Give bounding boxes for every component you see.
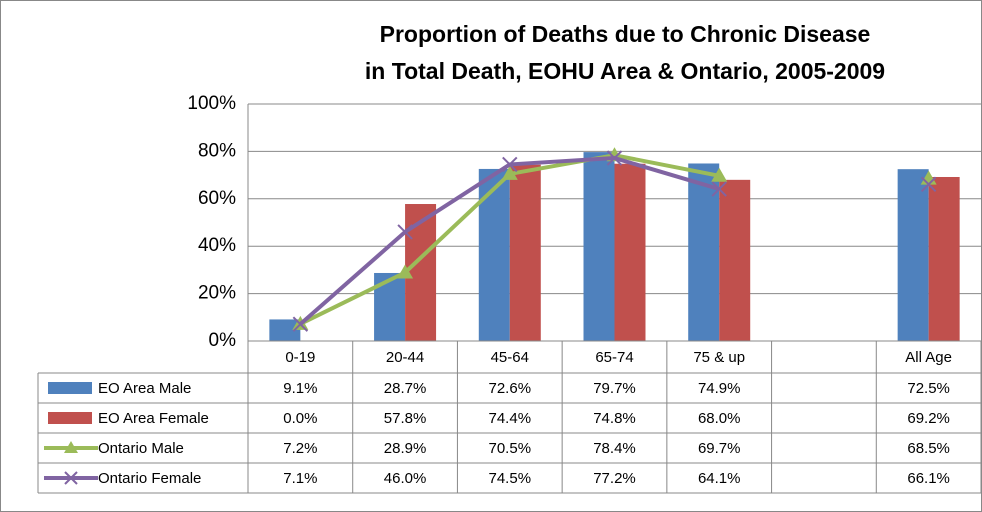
y-tick-label: 0% <box>209 330 237 351</box>
marker <box>711 167 728 182</box>
marker <box>397 224 413 240</box>
legend-label: EO Area Male <box>98 380 191 397</box>
marker <box>501 165 518 180</box>
x-tick-label: All Age <box>905 349 952 366</box>
bar <box>688 163 720 341</box>
bar <box>928 176 960 341</box>
bar <box>509 164 541 341</box>
data-label: 69.7% <box>698 440 741 457</box>
data-label: 74.4% <box>489 410 532 427</box>
bar <box>405 204 437 341</box>
marker-stroke <box>397 224 413 240</box>
x-tick-label: 45-64 <box>491 349 529 366</box>
data-label: 72.6% <box>489 380 532 397</box>
data-label: 9.1% <box>283 380 317 397</box>
marker <box>397 264 414 279</box>
marker <box>606 147 623 162</box>
marker-stroke <box>292 316 309 332</box>
data-label: 66.1% <box>907 470 950 487</box>
data-label: 74.8% <box>593 410 636 427</box>
x-tick-label: 0-19 <box>285 349 315 366</box>
y-tick-label: 100% <box>187 93 236 114</box>
bar <box>614 163 646 341</box>
marker <box>711 181 727 197</box>
marker <box>606 150 623 166</box>
data-label: 28.9% <box>384 440 427 457</box>
legend-swatch <box>48 412 92 424</box>
data-label: 77.2% <box>593 470 636 487</box>
x-tick-label: 65-74 <box>595 349 633 366</box>
data-label: 57.8% <box>384 410 427 427</box>
chart-title: in Total Death, EOHU Area & Ontario, 200… <box>365 58 885 84</box>
legend-label: Ontario Male <box>98 440 184 457</box>
bar <box>897 169 929 341</box>
legend-marker <box>64 441 78 453</box>
bar <box>478 168 510 341</box>
data-label: 7.2% <box>283 440 317 457</box>
data-label: 78.4% <box>593 440 636 457</box>
data-label: 68.0% <box>698 410 741 427</box>
marker-stroke <box>502 156 518 173</box>
data-label: 7.1% <box>283 470 317 487</box>
legend-swatch <box>48 382 92 394</box>
marker <box>292 316 309 332</box>
data-label: 70.5% <box>489 440 532 457</box>
data-label: 0.0% <box>283 410 317 427</box>
x-tick-label: 75 & up <box>693 349 745 366</box>
data-label: 69.2% <box>907 410 950 427</box>
x-tick-label: 20-44 <box>386 349 424 366</box>
bar <box>719 179 751 341</box>
legend-marker <box>64 471 78 485</box>
legend-label: EO Area Female <box>98 410 209 427</box>
chart-title: Proportion of Deaths due to Chronic Dise… <box>380 21 871 47</box>
data-label: 74.5% <box>489 470 532 487</box>
marker-stroke <box>711 181 727 197</box>
data-label: 68.5% <box>907 440 950 457</box>
y-tick-label: 40% <box>198 235 236 256</box>
marker <box>920 176 937 193</box>
marker <box>502 156 518 173</box>
bar <box>269 319 301 341</box>
y-tick-label: 60% <box>198 188 236 209</box>
data-label: 28.7% <box>384 380 427 397</box>
y-tick-label: 20% <box>198 283 236 304</box>
data-label: 79.7% <box>593 380 636 397</box>
data-label: 46.0% <box>384 470 427 487</box>
y-tick-label: 80% <box>198 140 236 161</box>
legend-label: Ontario Female <box>98 470 201 487</box>
marker-stroke <box>920 176 937 193</box>
data-label: 74.9% <box>698 380 741 397</box>
data-label: 64.1% <box>698 470 741 487</box>
marker-stroke <box>606 150 623 166</box>
data-label: 72.5% <box>907 380 950 397</box>
bar <box>374 272 406 341</box>
bar <box>583 152 615 341</box>
